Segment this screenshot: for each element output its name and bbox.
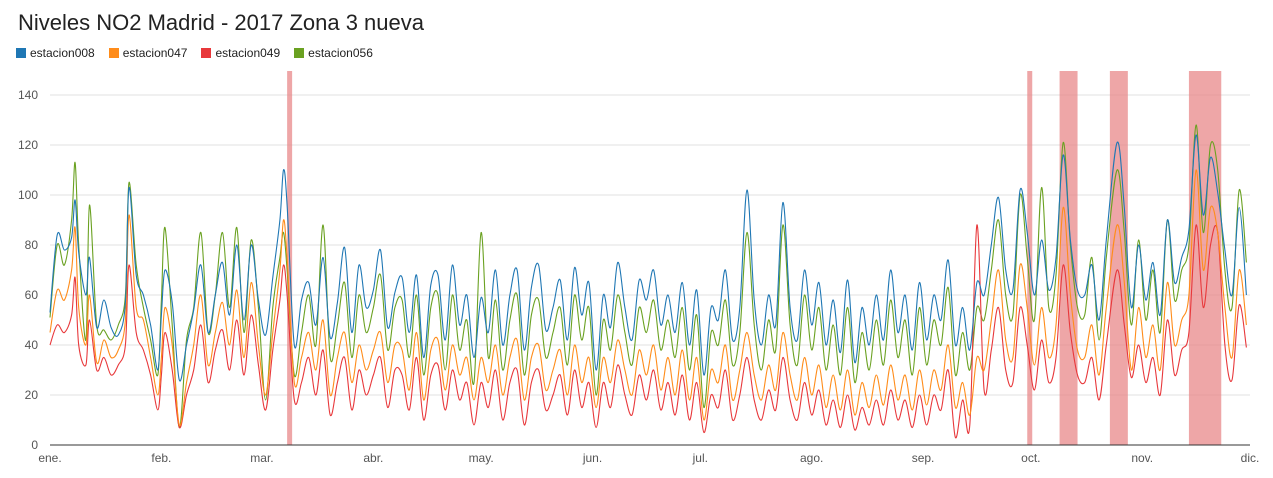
x-tick-label-1: feb. <box>151 451 171 465</box>
legend-label-estacion047: estacion047 <box>122 46 188 60</box>
series-line-estacion049 <box>49 224 1247 439</box>
y-tick-label-80: 80 <box>25 238 39 252</box>
legend-swatch-estacion049 <box>201 48 212 58</box>
highlight-band-3 <box>1109 71 1128 445</box>
y-tick-label-120: 120 <box>18 138 38 152</box>
y-tick-label-140: 140 <box>18 88 38 102</box>
y-tick-label-0: 0 <box>31 438 38 452</box>
x-tick-label-4: may. <box>469 451 494 465</box>
y-tick-label-40: 40 <box>25 338 39 352</box>
series-line-estacion056 <box>49 124 1247 429</box>
series-line-estacion047 <box>49 169 1247 427</box>
x-tick-label-6: jul. <box>692 451 708 465</box>
series-line-estacion008 <box>49 134 1247 382</box>
y-tick-label-60: 60 <box>25 288 39 302</box>
legend-item-estacion049[interactable]: estacion049 <box>201 46 280 60</box>
legend-swatch-estacion008 <box>16 48 26 58</box>
legend-item-estacion056[interactable]: estacion056 <box>294 46 373 60</box>
legend-label-estacion056: estacion056 <box>308 46 373 60</box>
legend-label-estacion008: estacion008 <box>30 46 95 60</box>
x-tick-label-0: ene. <box>38 451 61 465</box>
chart-title: Niveles NO2 Madrid - 2017 Zona 3 nueva <box>18 10 424 35</box>
legend-label-estacion049: estacion049 <box>215 46 281 60</box>
x-tick-label-10: nov. <box>1131 451 1153 465</box>
x-tick-label-8: sep. <box>912 451 935 465</box>
legend-swatch-estacion056 <box>294 48 305 58</box>
x-tick-label-3: abr. <box>363 451 383 465</box>
x-tick-label-7: ago. <box>800 451 823 465</box>
legend-swatch-estacion047 <box>108 48 119 58</box>
highlight-band-2 <box>1059 71 1078 445</box>
x-tick-label-11: dic. <box>1241 451 1260 465</box>
x-tick-label-9: oct. <box>1021 451 1040 465</box>
legend: estacion008 estacion047 estacion049 esta… <box>16 46 373 60</box>
x-tick-label-5: jun. <box>582 451 602 465</box>
y-tick-label-20: 20 <box>25 388 39 402</box>
legend-item-estacion047[interactable]: estacion047 <box>108 46 188 60</box>
legend-item-estacion008[interactable]: estacion008 <box>16 46 95 60</box>
x-tick-label-2: mar. <box>250 451 273 465</box>
y-tick-label-100: 100 <box>18 188 38 202</box>
highlight-band-4 <box>1188 71 1222 445</box>
